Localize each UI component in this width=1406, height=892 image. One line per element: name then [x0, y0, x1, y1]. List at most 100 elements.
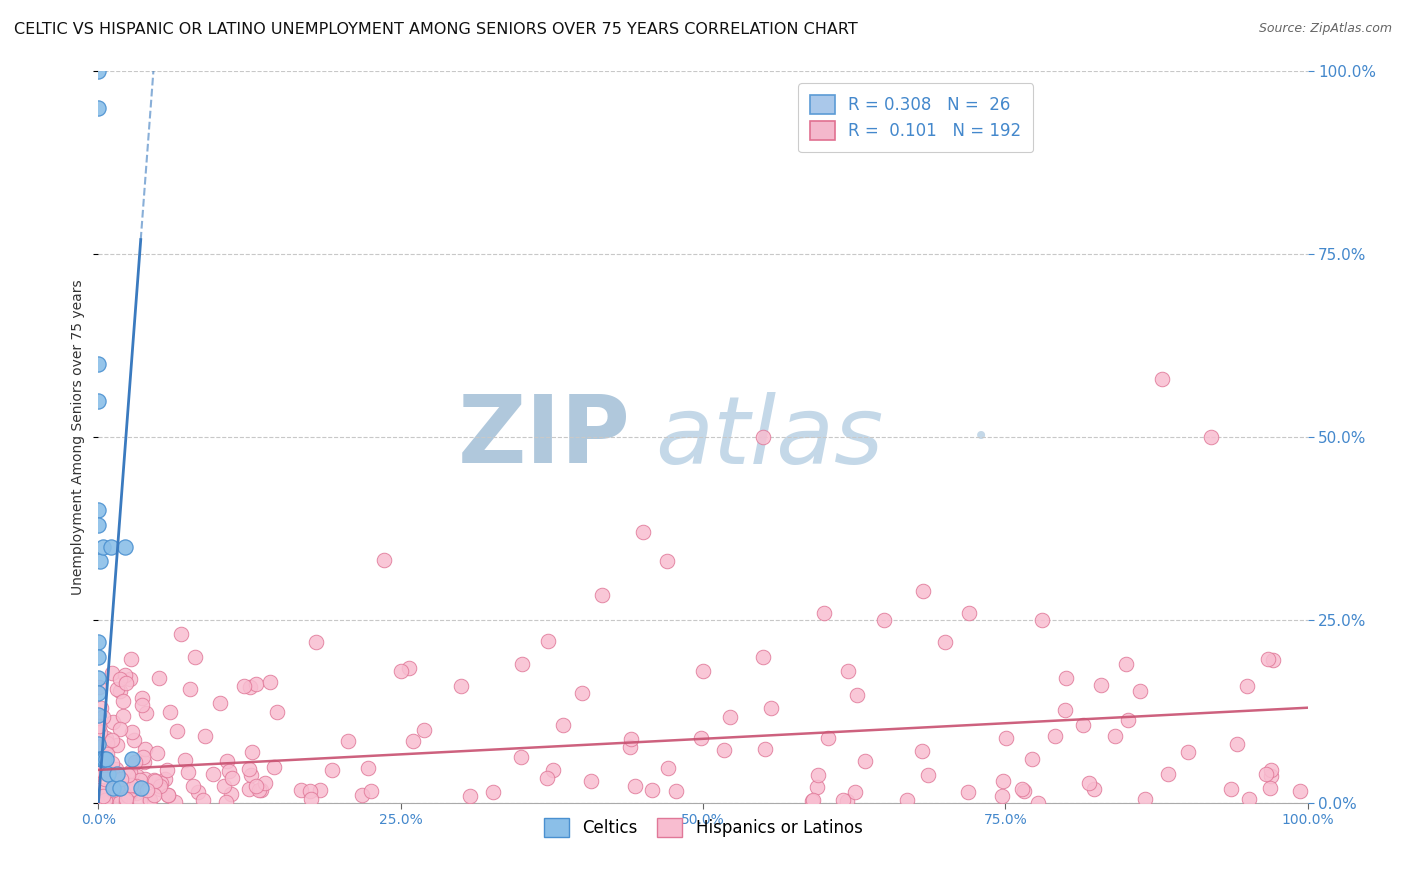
- Point: [111, 709, 134, 723]
- Point: [127, 769, 149, 783]
- Point: [543, 763, 565, 777]
- Point: [373, 553, 395, 567]
- Point: [115, 782, 138, 797]
- Point: [166, 724, 188, 739]
- Point: [93, 795, 115, 809]
- Point: [1026, 796, 1049, 810]
- Point: [104, 762, 127, 776]
- Point: [120, 778, 142, 792]
- Text: atlas: atlas: [655, 392, 883, 483]
- Point: [1236, 679, 1258, 693]
- Point: [108, 795, 131, 809]
- Point: [114, 675, 136, 690]
- Point: [91, 752, 114, 766]
- Point: [97, 766, 120, 780]
- Point: [98, 789, 121, 803]
- Point: [1261, 652, 1284, 666]
- Point: [551, 718, 574, 732]
- Point: [1157, 767, 1180, 781]
- Point: [718, 709, 741, 723]
- Point: [101, 756, 124, 771]
- Point: [131, 690, 153, 705]
- Point: [122, 733, 145, 747]
- Point: [917, 768, 939, 782]
- Point: [752, 430, 775, 444]
- Point: [139, 792, 162, 806]
- Point: [134, 772, 156, 786]
- Point: [87, 101, 110, 115]
- Point: [131, 698, 153, 713]
- Point: [1258, 781, 1281, 796]
- Point: [665, 784, 688, 798]
- Point: [1256, 766, 1278, 780]
- Point: [169, 627, 191, 641]
- Point: [93, 752, 115, 766]
- Point: [263, 760, 285, 774]
- Point: [117, 767, 139, 781]
- Point: [290, 783, 312, 797]
- Point: [103, 771, 125, 785]
- Point: [413, 723, 436, 738]
- Text: CELTIC VS HISPANIC OR LATINO UNEMPLOYMENT AMONG SENIORS OVER 75 YEARS CORRELATIO: CELTIC VS HISPANIC OR LATINO UNEMPLOYMEN…: [14, 22, 858, 37]
- Point: [118, 672, 141, 686]
- Point: [591, 588, 613, 602]
- Point: [991, 773, 1014, 788]
- Point: [579, 774, 602, 789]
- Point: [1054, 672, 1077, 686]
- Point: [194, 729, 217, 743]
- Point: [321, 764, 343, 778]
- Point: [108, 722, 131, 736]
- Y-axis label: Unemployment Among Seniors over 75 years: Unemployment Among Seniors over 75 years: [72, 279, 86, 595]
- Point: [309, 783, 332, 797]
- Point: [641, 782, 664, 797]
- Point: [806, 780, 828, 794]
- Point: [143, 773, 166, 788]
- Point: [89, 554, 111, 568]
- Point: [911, 583, 934, 598]
- Point: [138, 793, 160, 807]
- Point: [121, 725, 143, 739]
- Point: [754, 741, 776, 756]
- Point: [837, 794, 859, 808]
- Point: [89, 782, 111, 797]
- Point: [153, 772, 176, 786]
- Point: [215, 754, 238, 768]
- Point: [350, 788, 373, 802]
- Point: [101, 765, 124, 780]
- Point: [105, 766, 128, 780]
- Text: ZIP: ZIP: [457, 391, 630, 483]
- Point: [105, 681, 128, 696]
- Point: [482, 785, 505, 799]
- Point: [692, 664, 714, 678]
- Point: [1129, 683, 1152, 698]
- Point: [214, 779, 236, 793]
- Point: [1053, 703, 1076, 717]
- Point: [124, 756, 146, 770]
- Point: [1220, 782, 1243, 797]
- Point: [87, 737, 110, 751]
- Point: [136, 782, 159, 797]
- Point: [134, 741, 156, 756]
- Point: [108, 781, 131, 796]
- Point: [357, 761, 380, 775]
- Point: [801, 793, 824, 807]
- Point: [87, 672, 110, 686]
- Point: [157, 789, 180, 803]
- Point: [1289, 784, 1312, 798]
- Point: [402, 734, 425, 748]
- Point: [1083, 781, 1105, 796]
- Point: [163, 796, 186, 810]
- Point: [752, 649, 775, 664]
- Point: [1177, 746, 1199, 760]
- Point: [250, 783, 273, 797]
- Point: [1021, 751, 1043, 765]
- Point: [571, 686, 593, 700]
- Point: [159, 706, 181, 720]
- Point: [184, 649, 207, 664]
- Point: [114, 775, 136, 789]
- Point: [110, 683, 132, 698]
- Point: [110, 780, 132, 794]
- Point: [101, 714, 124, 729]
- Point: [873, 613, 896, 627]
- Point: [957, 785, 980, 799]
